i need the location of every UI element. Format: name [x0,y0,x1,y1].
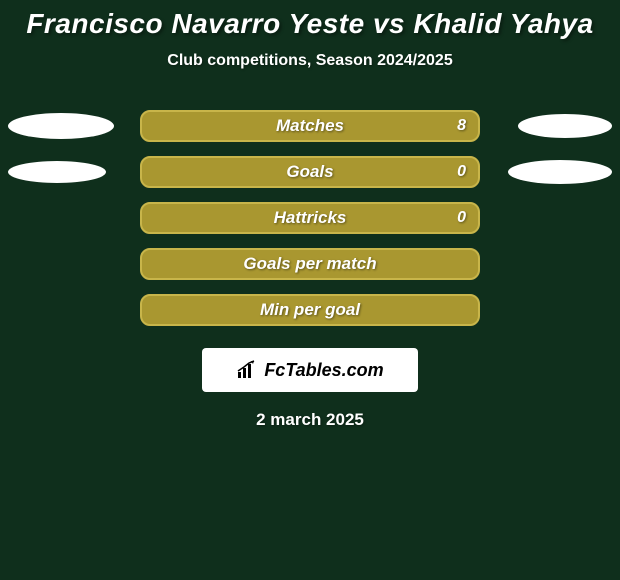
stat-bar: Min per goal [140,294,480,326]
left-ellipse [8,161,106,183]
stat-label: Matches [276,116,344,136]
stat-label: Hattricks [274,208,347,228]
left-ellipse [8,113,114,139]
stat-bar: Goals per match [140,248,480,280]
stat-rows: Matches 8 Goals 0 Hattricks 0 Goals per match M… [0,110,620,326]
comparison-date: 2 march 2025 [0,410,620,430]
stat-row: Goals per match [0,248,620,280]
stat-value: 0 [457,163,466,181]
stat-row: Goals 0 [0,156,620,188]
logo-text: FcTables.com [264,360,383,381]
stat-label: Min per goal [260,300,360,320]
right-ellipse [508,160,612,184]
stat-label: Goals per match [243,254,376,274]
stat-value: 8 [457,117,466,135]
stat-label: Goals [286,162,333,182]
stat-row: Hattricks 0 [0,202,620,234]
stat-row: Matches 8 [0,110,620,142]
comparison-subtitle: Club competitions, Season 2024/2025 [0,52,620,70]
stat-bar: Goals 0 [140,156,480,188]
stat-bar: Matches 8 [140,110,480,142]
stat-row: Min per goal [0,294,620,326]
logo-box: FcTables.com [202,348,418,392]
stat-bar: Hattricks 0 [140,202,480,234]
comparison-title: Francisco Navarro Yeste vs Khalid Yahya [0,0,620,40]
stat-value: 0 [457,209,466,227]
right-ellipse [518,114,612,138]
bar-chart-icon [236,360,258,380]
